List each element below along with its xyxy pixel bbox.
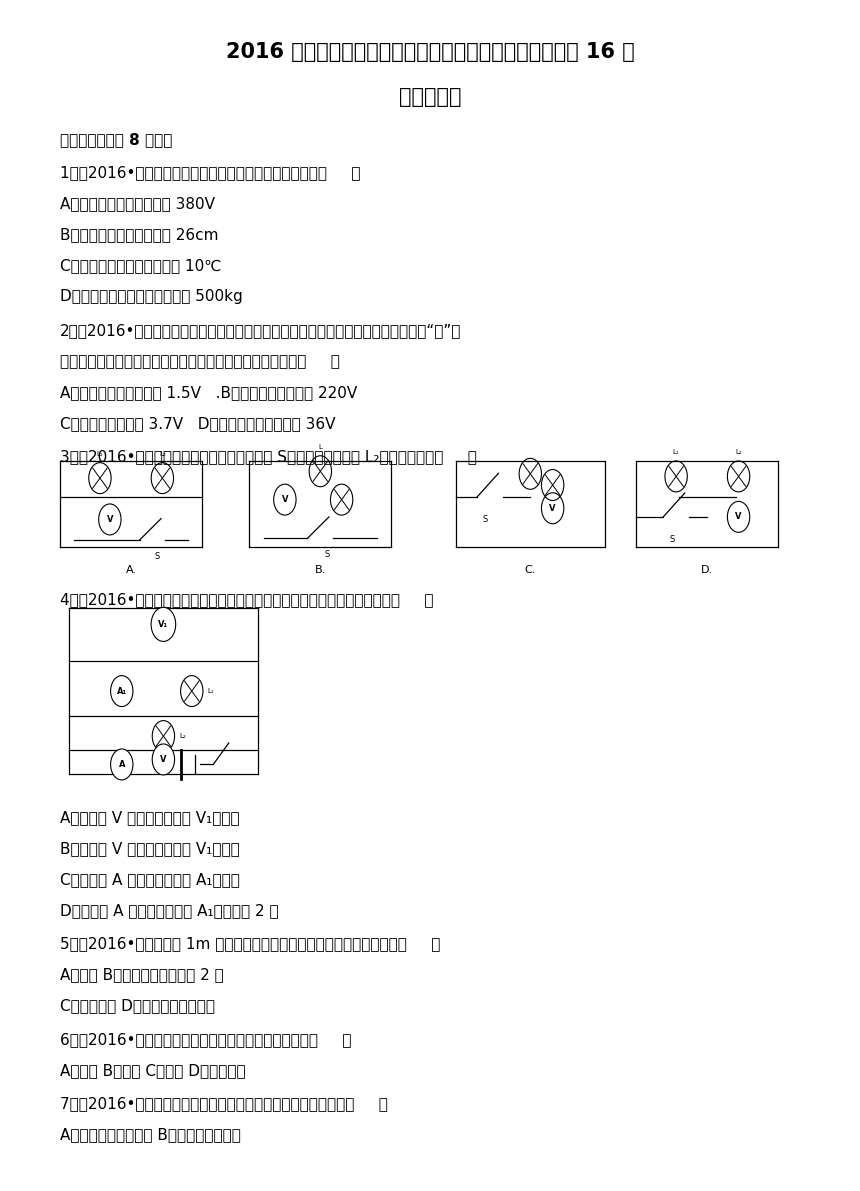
Text: A．电压表 V 的示数一定等于 V₁的示数: A．电压表 V 的示数一定等于 V₁的示数 [60, 810, 240, 825]
Text: L₂: L₂ [159, 450, 166, 456]
Text: V: V [735, 512, 742, 522]
Text: V: V [107, 515, 114, 524]
Text: 3．（2016•巴中）在下面的电路中，闭合开关 S，能用电压表测量 L₂两端电压的是（     ）: 3．（2016•巴中）在下面的电路中，闭合开关 S，能用电压表测量 L₂两端电压… [60, 449, 477, 464]
Text: C．冷冻室里冰淇淋的温度为 10℃: C．冷冻室里冰淇淋的温度为 10℃ [60, 258, 222, 274]
Text: S: S [154, 551, 159, 561]
Text: 1．（2016•娄底）下列物理量的认识中，最接近实际的是（     ）: 1．（2016•娄底）下列物理量的认识中，最接近实际的是（ ） [60, 166, 360, 181]
Text: B．初中物理课本的长度为 26cm: B．初中物理课本的长度为 26cm [60, 227, 218, 243]
Text: A．导体是否接入电路 B．导体两端的电压: A．导体是否接入电路 B．导体两端的电压 [60, 1127, 241, 1142]
Text: 5．（2016•玉林）一段 1m 长的电阻丝，下列做法能使它的电阻增大的是（     ）: 5．（2016•玉林）一段 1m 长的电阻丝，下列做法能使它的电阻增大的是（ ） [60, 936, 440, 952]
Text: D.: D. [701, 565, 714, 575]
Text: L₂: L₂ [179, 734, 186, 740]
Text: V₁: V₁ [158, 619, 169, 629]
Text: B.: B. [315, 565, 326, 575]
Text: S: S [483, 515, 488, 524]
Text: 6．（2016•天津）将一根金属导线均匀拉长后，其电阻（     ）: 6．（2016•天津）将一根金属导线均匀拉长后，其电阻（ ） [60, 1031, 352, 1047]
Text: A．对折 B．长度拉伸为原来的 2 倍: A．对折 B．长度拉伸为原来的 2 倍 [60, 967, 224, 983]
Text: A₁: A₁ [117, 686, 126, 696]
Text: L: L [318, 444, 322, 450]
Text: D．电流表 A 的示数一定等于 A₁的示数的 2 倍: D．电流表 A 的示数一定等于 A₁的示数的 2 倍 [60, 903, 279, 918]
Text: A.: A. [126, 565, 137, 575]
Text: L₂: L₂ [735, 449, 742, 455]
Text: S: S [324, 550, 330, 560]
Circle shape [111, 675, 133, 706]
Text: C．电流表 A 的示数一定等于 A₁的示数: C．电流表 A 的示数一定等于 A₁的示数 [60, 872, 240, 887]
Text: D．一个普通中学生的质量约为 500kg: D．一个普通中学生的质量约为 500kg [60, 289, 243, 305]
Circle shape [273, 485, 296, 516]
Text: 电压与电阻: 电压与电阻 [399, 87, 461, 107]
Circle shape [728, 501, 750, 532]
Text: S: S [669, 535, 674, 544]
Text: B．电压表 V 的示数一定大于 V₁的示数: B．电压表 V 的示数一定大于 V₁的示数 [60, 841, 240, 856]
Text: A．一节干电池的电压是 1.5V   .B．家庭电路的电压是 220V: A．一节干电池的电压是 1.5V .B．家庭电路的电压是 220V [60, 385, 358, 400]
Text: C．剪掉一半 D．外表涂上绝缘材料: C．剪掉一半 D．外表涂上绝缘材料 [60, 998, 215, 1014]
Circle shape [111, 749, 133, 780]
Text: L₁: L₁ [96, 450, 103, 456]
Circle shape [99, 504, 121, 535]
Text: C．手机电池电压是 3.7V   D．对人体安全的电压是 36V: C．手机电池电压是 3.7V D．对人体安全的电压是 36V [60, 416, 335, 431]
Text: 识的了解必不可少．下列有关常见电压值的表述，错误的是（     ）: 识的了解必不可少．下列有关常见电压值的表述，错误的是（ ） [60, 354, 340, 369]
Text: 2016 年全国各地中考物理试题分类解析汇编（第一辑）第 16 章: 2016 年全国各地中考物理试题分类解析汇编（第一辑）第 16 章 [225, 42, 635, 62]
Text: 4．（2016•宜昌）如图所示电路．开关闭合后两灯发光．以下说法正确的是（     ）: 4．（2016•宜昌）如图所示电路．开关闭合后两灯发光．以下说法正确的是（ ） [60, 592, 433, 607]
Text: V: V [160, 755, 167, 763]
Text: A．我国家庭电路的电压为 380V: A．我国家庭电路的电压为 380V [60, 197, 215, 212]
Text: 7．（2016•成都）下列因素中，对导体电阻大小有决定作用的是（     ）: 7．（2016•成都）下列因素中，对导体电阻大小有决定作用的是（ ） [60, 1096, 388, 1111]
Circle shape [542, 493, 564, 524]
Circle shape [152, 744, 175, 775]
Text: A．变大 B．变小 C．不变 D．无法判断: A．变大 B．变小 C．不变 D．无法判断 [60, 1062, 246, 1078]
Text: A: A [119, 760, 125, 769]
Text: C.: C. [525, 565, 536, 575]
Circle shape [151, 607, 175, 642]
Text: L₁: L₁ [207, 688, 214, 694]
Text: V: V [281, 495, 288, 504]
Text: 2．（2016•广安）现代人的生活已经离不开电了，为了安全用电，我们对生活中一些“电”常: 2．（2016•广安）现代人的生活已经离不开电了，为了安全用电，我们对生活中一些… [60, 323, 462, 338]
Text: L₁: L₁ [673, 449, 679, 455]
Text: 一．选择题（共 8 小题）: 一．选择题（共 8 小题） [60, 132, 173, 148]
Text: V: V [550, 504, 556, 513]
